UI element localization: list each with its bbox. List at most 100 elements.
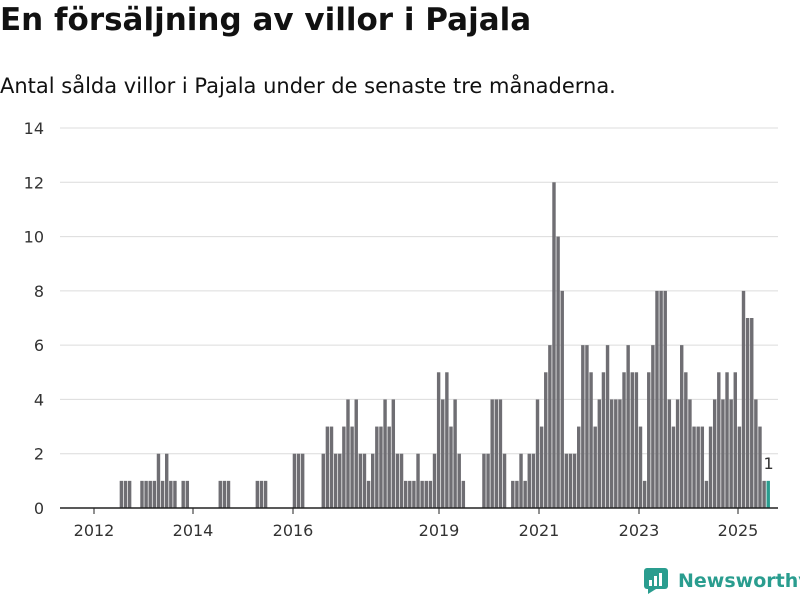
bar xyxy=(708,426,713,508)
bar xyxy=(441,399,445,508)
bar xyxy=(338,453,342,508)
bar xyxy=(412,480,416,508)
bar xyxy=(358,453,363,508)
bar xyxy=(169,480,173,508)
bar xyxy=(758,426,762,508)
bar xyxy=(548,345,552,508)
bar xyxy=(436,372,441,508)
bar xyxy=(416,453,420,508)
bar xyxy=(490,399,494,508)
bar xyxy=(630,372,634,508)
bar xyxy=(725,372,729,508)
bar xyxy=(589,372,593,508)
newsworthy-logo-icon xyxy=(644,568,668,594)
brand-name: Newsworthy xyxy=(678,570,800,592)
bar xyxy=(642,480,647,508)
x-tick-label: 2014 xyxy=(173,521,214,540)
bar xyxy=(597,399,602,508)
bar-latest xyxy=(766,480,770,508)
bar xyxy=(638,426,643,508)
bar xyxy=(449,426,453,508)
bar xyxy=(684,372,688,508)
bar xyxy=(605,345,610,508)
bar xyxy=(428,480,433,508)
bar xyxy=(165,453,169,508)
x-tick-label: 2023 xyxy=(619,521,660,540)
bar xyxy=(502,453,507,508)
bar xyxy=(729,399,733,508)
y-tick-label: 8 xyxy=(34,282,44,301)
y-tick-label: 0 xyxy=(34,499,44,518)
bar xyxy=(671,426,676,508)
bar xyxy=(539,426,544,508)
bar xyxy=(181,480,185,508)
bar xyxy=(626,345,630,508)
bar xyxy=(333,453,338,508)
bar xyxy=(745,318,750,508)
y-tick-label: 12 xyxy=(24,173,44,192)
bar xyxy=(259,480,264,508)
bar xyxy=(263,480,268,508)
bar xyxy=(399,453,404,508)
bar xyxy=(140,480,144,508)
bar xyxy=(622,372,626,508)
bar xyxy=(618,399,622,508)
bar xyxy=(408,480,412,508)
bar xyxy=(552,182,556,508)
bar xyxy=(403,480,408,508)
bar xyxy=(564,453,569,508)
bar xyxy=(362,453,367,508)
bar xyxy=(519,453,523,508)
bar xyxy=(523,480,527,508)
bar xyxy=(655,290,659,508)
y-tick-label: 10 xyxy=(24,228,44,247)
bar xyxy=(379,426,383,508)
bar xyxy=(156,453,161,508)
bar xyxy=(395,453,400,508)
bar xyxy=(692,426,696,508)
bar xyxy=(222,480,227,508)
bar xyxy=(185,480,190,508)
bar xyxy=(366,480,371,508)
bar xyxy=(226,480,231,508)
bar xyxy=(721,399,725,508)
chart-subtitle: Antal sålda villor i Pajala under de sen… xyxy=(0,74,616,98)
bar xyxy=(762,480,766,508)
y-tick-label: 4 xyxy=(34,390,44,409)
y-tick-label: 2 xyxy=(34,445,44,464)
bar xyxy=(733,372,737,508)
bar xyxy=(296,453,301,508)
bar xyxy=(292,453,297,508)
bar xyxy=(346,399,350,508)
bar xyxy=(647,372,651,508)
bar xyxy=(634,372,639,508)
bar xyxy=(453,399,457,508)
bar xyxy=(329,426,334,508)
y-tick-label: 14 xyxy=(24,119,44,138)
bar xyxy=(675,399,680,508)
y-tick-label: 6 xyxy=(34,336,44,355)
bar xyxy=(321,453,325,508)
bar xyxy=(741,290,746,508)
bar xyxy=(354,399,358,508)
bar xyxy=(609,399,614,508)
bar xyxy=(445,372,449,508)
chart-title: En försäljning av villor i Pajala xyxy=(0,2,532,38)
bar xyxy=(350,426,354,508)
bar xyxy=(572,453,577,508)
bar xyxy=(498,399,503,508)
bar xyxy=(614,399,618,508)
bar xyxy=(531,453,536,508)
bar xyxy=(601,372,606,508)
bar xyxy=(688,399,692,508)
x-tick-label: 2016 xyxy=(273,521,314,540)
bar xyxy=(420,480,424,508)
bar xyxy=(651,345,655,508)
bar xyxy=(152,480,157,508)
bar xyxy=(173,480,177,508)
bar xyxy=(515,480,519,508)
bar xyxy=(432,453,437,508)
bar xyxy=(717,372,721,508)
bar xyxy=(342,426,346,508)
x-tick-label: 2025 xyxy=(718,521,759,540)
